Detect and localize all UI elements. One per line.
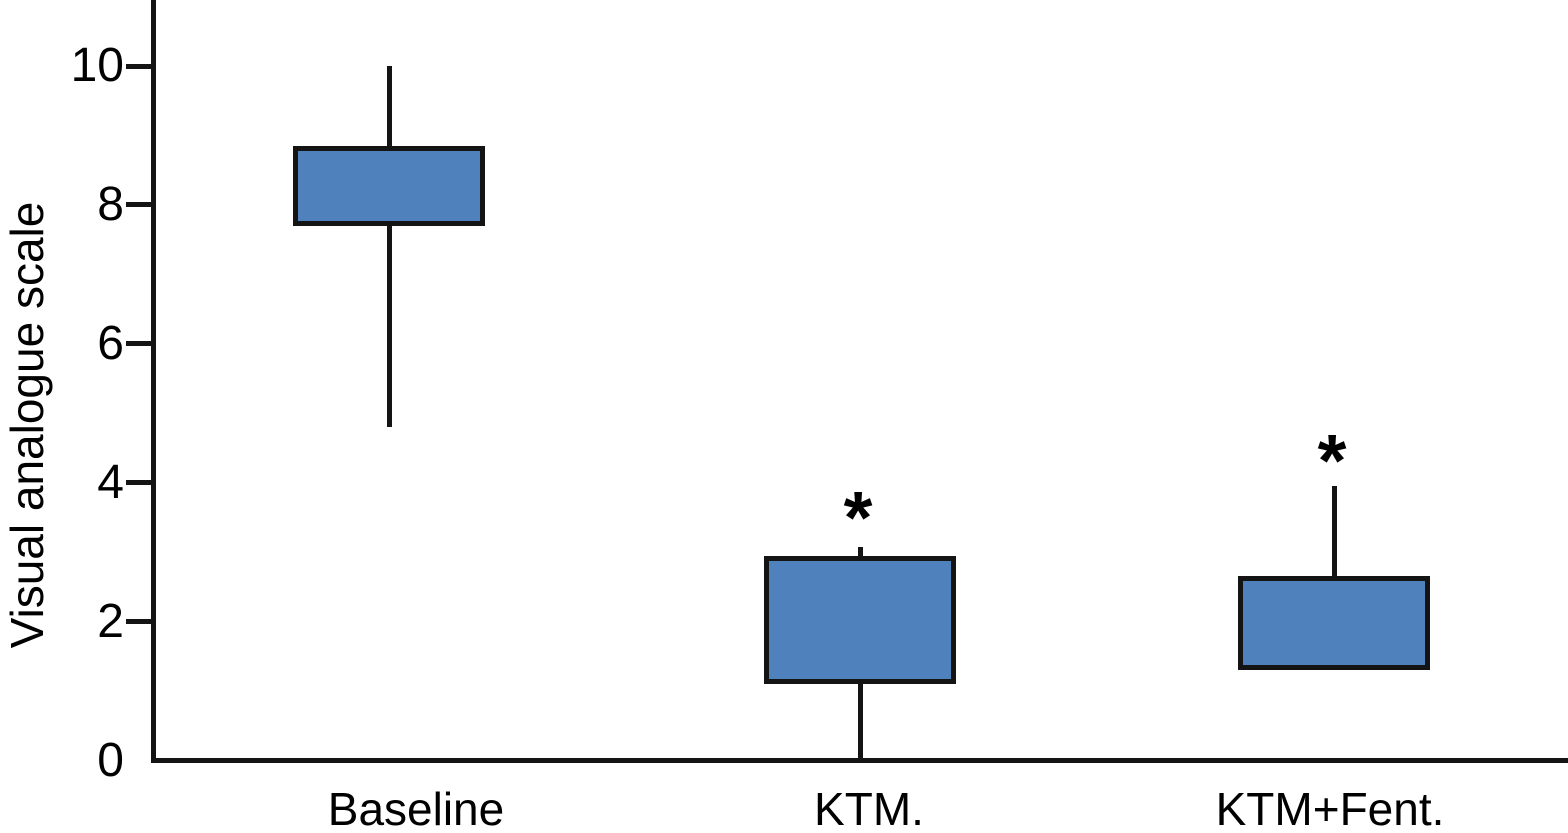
box-baseline xyxy=(293,145,485,226)
y-axis-line xyxy=(151,0,156,763)
y-tick-mark xyxy=(126,619,151,625)
y-tick-label: 10 xyxy=(70,39,124,92)
x-axis-line xyxy=(151,758,1568,763)
y-tick-mark xyxy=(126,480,151,486)
whisker-lower-baseline xyxy=(386,225,392,428)
y-tick-mark xyxy=(126,63,151,69)
y-tick-label: 2 xyxy=(97,594,124,648)
box-ktm-fent xyxy=(1238,576,1430,671)
y-tick-label: 8 xyxy=(97,177,124,231)
whisker-upper-ktm xyxy=(857,547,863,556)
y-tick-label: 6 xyxy=(97,316,124,370)
significance-asterisk-ktm-fent: * xyxy=(1317,419,1347,503)
x-category-label-baseline: Baseline xyxy=(327,783,505,833)
box-ktm xyxy=(764,555,956,685)
whisker-lower-ktm xyxy=(857,684,863,761)
significance-asterisk-ktm: * xyxy=(843,476,873,560)
y-tick-label: 0 xyxy=(97,733,124,787)
x-category-label-ktm-fent: KTM+Fent. xyxy=(1215,783,1445,833)
x-category-label-ktm: KTM. xyxy=(814,783,924,833)
y-tick-mark xyxy=(126,202,151,208)
y-tick-label: 4 xyxy=(97,455,124,509)
whisker-upper-ktm-fent xyxy=(1331,486,1337,577)
whisker-upper-baseline xyxy=(386,66,392,146)
y-tick-mark xyxy=(126,341,151,347)
